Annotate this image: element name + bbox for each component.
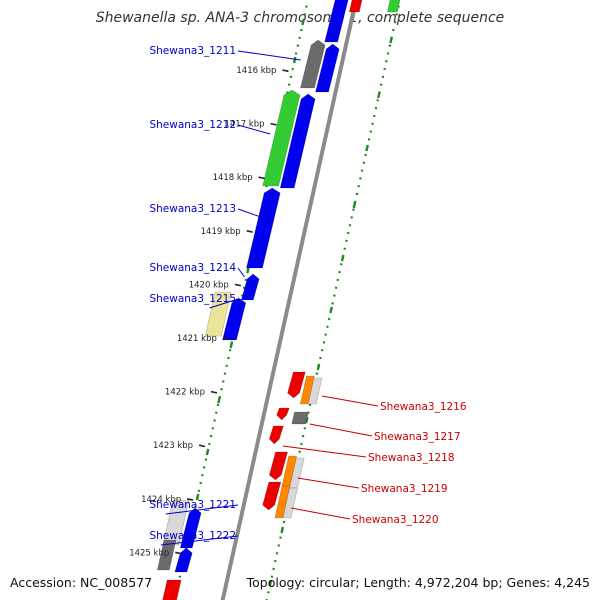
tick-mark — [186, 498, 194, 501]
gene-block-1216-light — [307, 377, 323, 405]
track-mark — [195, 493, 200, 501]
tick-label: 1420 kbp — [189, 280, 229, 290]
gene-label-reverse: Shewana3_1219 — [361, 483, 448, 495]
gene-block-1222-gray — [156, 539, 177, 571]
track-mark — [205, 448, 210, 456]
gene-label-forward: Shewana3_1213 — [149, 203, 236, 215]
gene-block-1216-red — [287, 371, 306, 399]
gene-leader-line — [237, 124, 271, 135]
gene-block-1217-gray — [291, 411, 309, 425]
gene-label-forward: Shewana3_1222 — [149, 530, 236, 542]
track-mark — [340, 254, 345, 262]
gene-block-1218-red — [269, 425, 284, 445]
gene-label-reverse: Shewana3_1220 — [352, 514, 439, 526]
gene-block-1220-light — [282, 487, 298, 519]
gene-block-1214-blue — [240, 273, 260, 301]
tick-label: 1422 kbp — [165, 388, 205, 398]
track-mark — [301, 18, 305, 26]
gene-block-1211-gray — [300, 39, 326, 89]
gene-label-forward: Shewana3_1221 — [149, 499, 236, 511]
tick-mark — [175, 551, 182, 555]
gene-label-forward: Shewana3_1214 — [149, 262, 236, 274]
gene-leader-line — [237, 208, 264, 219]
gene-leader-line — [297, 477, 360, 489]
gene-leader-line — [165, 504, 239, 515]
gene-leader-line — [237, 50, 301, 61]
gene-block-1219-red — [269, 451, 288, 481]
gene-block-1213-blue — [246, 187, 281, 269]
track-mark — [280, 526, 285, 534]
gene-label-reverse: Shewana3_1216 — [380, 401, 467, 413]
tick-mark — [282, 69, 289, 73]
gene-label-reverse: Shewana3_1217 — [374, 431, 461, 443]
tick-mark — [198, 444, 206, 448]
tick-mark — [270, 122, 277, 126]
tick-label: 1419 kbp — [201, 227, 241, 237]
gene-leader-line — [309, 423, 373, 437]
gene-block-1212-blue — [279, 93, 316, 189]
tick-label: 1421 kbp — [177, 334, 217, 344]
track-mark — [229, 341, 234, 349]
gene-leader-line — [209, 298, 239, 309]
gene-block-1215-blue — [222, 297, 247, 341]
gene-block-red-bottom — [162, 579, 182, 600]
tick-label: 1425 kbp — [129, 548, 169, 558]
gene-block-1220-red — [262, 481, 282, 511]
track-mark — [365, 144, 369, 152]
track-mark — [377, 91, 381, 99]
gene-label-reverse: Shewana3_1218 — [368, 452, 455, 464]
tick-mark — [210, 390, 218, 394]
tick-label: 1416 kbp — [236, 66, 276, 76]
tick-label: 1417 kbp — [224, 120, 264, 130]
gene-leader-line — [282, 445, 367, 458]
tick-label: 1423 kbp — [153, 441, 193, 451]
gene-leader-line — [237, 267, 245, 278]
gene-block-1222-blue — [174, 547, 193, 573]
gene-block-1217-red — [276, 407, 290, 421]
sequence-backbone — [220, 0, 359, 600]
tick-mark — [258, 176, 265, 180]
gene-block-1212-green — [262, 89, 301, 187]
map-title: Shewanella sp. ANA-3 chromosome 1, compl… — [95, 10, 505, 26]
track-mark — [352, 201, 357, 209]
gene-block-blue — [324, 0, 349, 43]
gene-block-green — [386, 0, 401, 13]
gene-label-forward: Shewana3_1211 — [149, 45, 236, 57]
gene-block-1211-blue — [315, 43, 340, 93]
gene-block-red — [348, 0, 363, 13]
track-mark — [316, 363, 321, 371]
tick-label: 1418 kbp — [213, 173, 253, 183]
tick-label: 1424 kbp — [141, 495, 181, 505]
topology-summary: Topology: circular; Length: 4,972,204 bp… — [246, 575, 590, 590]
gene-leader-line — [321, 395, 379, 407]
track-mark — [389, 36, 393, 44]
tick-mark — [234, 283, 241, 287]
gene-leader-line — [160, 535, 239, 546]
gene-block-1221-light — [162, 499, 190, 546]
tick-mark — [222, 337, 230, 341]
gene-label-forward: Shewana3_1212 — [149, 119, 236, 131]
gene-leader-line — [291, 507, 351, 520]
track-mark — [217, 396, 221, 404]
gene-label-forward: Shewana3_1215 — [149, 293, 236, 305]
accession-text: Accession: NC_008577 — [10, 575, 153, 590]
track-mark — [292, 56, 297, 64]
tick-mark — [246, 230, 253, 233]
track-mark — [329, 306, 333, 314]
track-mark — [268, 579, 273, 587]
